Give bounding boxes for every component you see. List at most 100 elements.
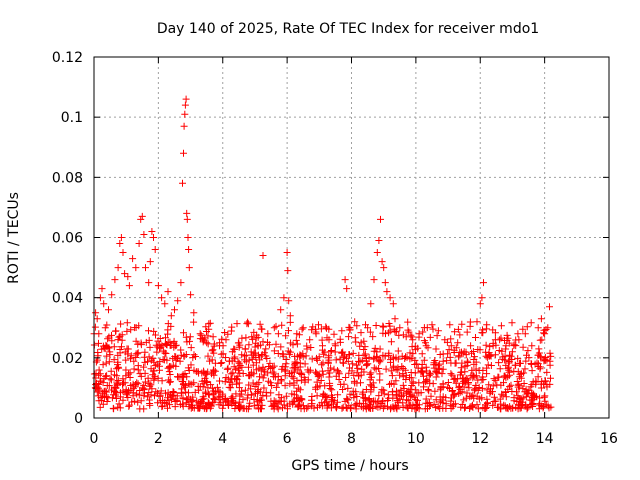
data-point [185,246,193,253]
data-point [523,389,531,397]
data-point [429,380,437,388]
data-point [265,341,273,349]
data-point [515,336,523,344]
data-point [122,356,130,364]
data-point [466,393,474,401]
data-point [323,324,330,332]
data-point [284,402,291,410]
data-point [99,361,107,369]
data-point [185,380,193,388]
data-point [486,343,494,351]
data-point [151,362,159,370]
data-point [408,343,416,351]
data-point [260,384,268,392]
x-tick-label: 2 [154,431,163,447]
data-point [478,294,486,302]
data-point [123,327,131,335]
data-point [234,358,242,366]
data-point [409,378,417,386]
data-point [427,392,435,400]
data-point [339,403,347,411]
data-point [483,403,491,411]
data-point [203,328,210,335]
data-point [113,378,121,386]
data-point [394,402,402,410]
data-point [224,364,232,372]
data-point [451,359,459,367]
data-point [245,363,252,371]
data-point [359,404,367,412]
data-point [162,350,170,357]
data-point [528,390,536,398]
data-point [325,373,333,381]
data-point [203,339,211,347]
data-point [516,395,524,403]
data-point [517,404,525,412]
data-point [422,399,430,407]
data-point [205,390,212,398]
data-point [494,403,502,411]
data-point [251,343,259,351]
data-point [115,333,123,341]
data-point [357,339,365,347]
data-point [179,378,187,386]
x-tick-label: 12 [471,431,489,447]
data-point [245,371,253,379]
data-point [404,397,412,405]
data-point [498,347,506,355]
data-point [285,350,293,358]
data-point [353,400,361,407]
data-point [382,365,390,373]
data-point [399,381,407,389]
data-point [328,347,335,354]
data-point [339,386,347,393]
data-point [183,215,191,223]
data-point [460,383,468,391]
data-point [283,249,291,256]
data-point [146,401,154,409]
data-point [447,335,455,343]
data-point [325,354,332,362]
data-point [439,393,447,401]
data-point [181,383,189,391]
data-point [471,386,479,394]
data-point [420,372,427,380]
data-point [272,340,280,348]
data-point [236,369,244,377]
data-point [171,306,178,314]
data-point [230,363,238,371]
data-point [328,391,335,399]
data-point [432,396,440,404]
data-point [158,403,166,411]
data-point [399,404,407,411]
data-point [299,324,307,332]
data-point [375,392,383,400]
data-point [306,366,314,374]
data-point [406,393,414,400]
data-point [116,240,124,247]
data-point [317,325,325,333]
y-tick-label: 0.02 [52,351,83,367]
data-point [508,319,516,327]
data-point [253,398,261,406]
data-point [142,338,150,346]
data-point [370,355,378,363]
data-point [330,365,338,373]
data-point [514,405,522,413]
data-point [513,388,520,396]
data-point [352,388,360,396]
data-point [296,370,304,377]
data-point [187,291,195,299]
data-point [537,384,545,392]
data-point [423,324,431,332]
x-tick-label: 8 [347,431,356,447]
data-point [166,371,174,378]
data-point [541,330,549,338]
data-point [94,392,102,400]
data-point [111,371,118,379]
data-point [505,366,513,374]
data-point [480,279,487,287]
data-point [167,312,175,320]
data-point [293,330,301,338]
data-point [216,342,223,350]
